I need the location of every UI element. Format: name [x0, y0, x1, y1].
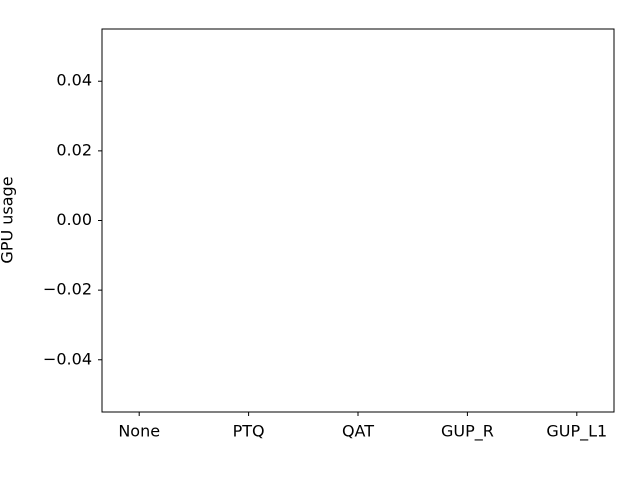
y-tick-label: 0.04 — [56, 71, 92, 90]
y-tick-label: 0.02 — [56, 140, 92, 159]
x-tick-label: GUP_R — [441, 422, 494, 442]
y-axis-label: GPU usage — [0, 176, 17, 263]
y-tick-label: −0.04 — [43, 349, 92, 368]
y-tick-label: −0.02 — [43, 280, 92, 299]
x-tick-label: None — [118, 422, 160, 441]
plot-frame — [101, 28, 615, 413]
x-tick-label: GUP_L1 — [546, 422, 607, 442]
x-tick-label: PTQ — [233, 422, 265, 441]
x-tick-label: QAT — [342, 422, 374, 441]
y-tick-label: 0.00 — [56, 210, 92, 229]
